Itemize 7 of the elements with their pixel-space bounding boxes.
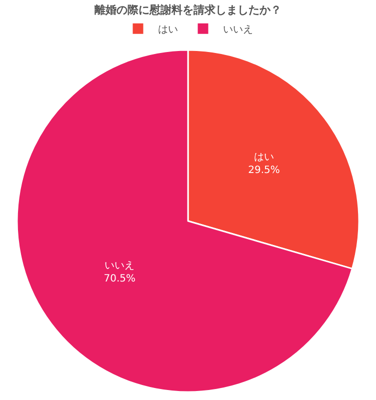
data-label: 70.5% bbox=[104, 273, 136, 284]
slice-label: はい bbox=[254, 152, 274, 163]
chart-title: 離婚の際に慰謝料を請求しましたか？ bbox=[94, 4, 282, 17]
legend-label: はい bbox=[158, 24, 178, 36]
legend-label: いいえ bbox=[223, 24, 253, 36]
slice-label: いいえ bbox=[104, 260, 135, 272]
data-label: 29.5% bbox=[248, 164, 280, 176]
